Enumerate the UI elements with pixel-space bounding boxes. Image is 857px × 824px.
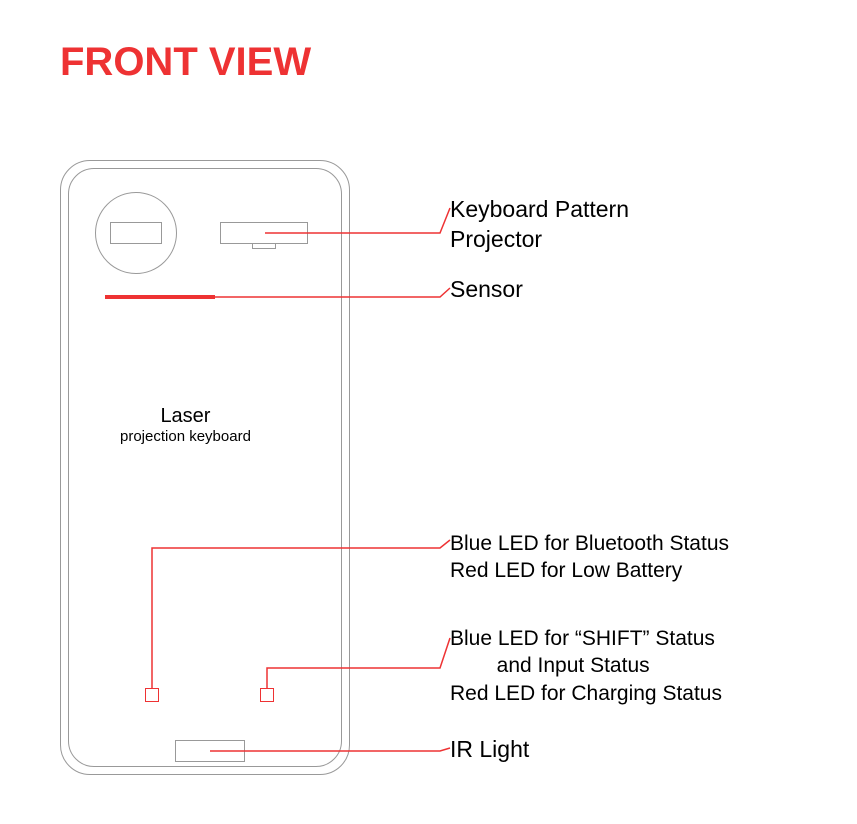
projector-rect xyxy=(220,222,308,244)
device-label: Laser projection keyboard xyxy=(120,405,251,445)
label-projector-l1: Keyboard Pattern xyxy=(450,195,629,225)
led-1 xyxy=(145,688,159,702)
lens-rect xyxy=(110,222,162,244)
label-led2-l3: Red LED for Charging Status xyxy=(450,680,722,707)
label-led1: Blue LED for Bluetooth Status Red LED fo… xyxy=(450,530,729,585)
label-led1-l1: Blue LED for Bluetooth Status xyxy=(450,530,729,557)
label-projector-l2: Projector xyxy=(450,225,629,255)
label-led2-l2: and Input Status xyxy=(450,652,722,679)
projector-notch xyxy=(252,244,276,249)
label-sensor-l1: Sensor xyxy=(450,275,523,305)
label-ir: IR Light xyxy=(450,735,529,765)
led-2 xyxy=(260,688,274,702)
sensor-line xyxy=(105,295,215,299)
label-led2-l1: Blue LED for “SHIFT” Status xyxy=(450,625,722,652)
label-projector: Keyboard Pattern Projector xyxy=(450,195,629,255)
device-label-main: Laser xyxy=(120,405,251,428)
device-label-sub: projection keyboard xyxy=(120,428,251,445)
label-led2: Blue LED for “SHIFT” Status and Input St… xyxy=(450,625,722,707)
title: FRONT VIEW xyxy=(60,40,311,85)
label-led1-l2: Red LED for Low Battery xyxy=(450,557,729,584)
label-sensor: Sensor xyxy=(450,275,523,305)
ir-light-rect xyxy=(175,740,245,762)
label-ir-l1: IR Light xyxy=(450,735,529,765)
